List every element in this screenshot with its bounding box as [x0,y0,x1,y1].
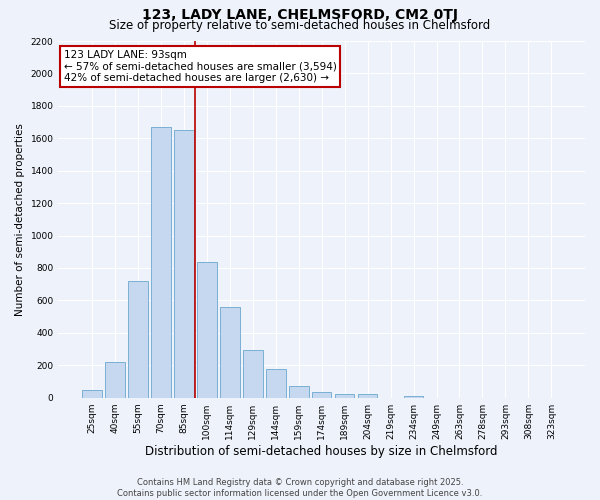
Bar [151,127,171,398]
Bar [220,307,239,398]
Bar [197,262,217,398]
Y-axis label: Number of semi-detached properties: Number of semi-detached properties [15,123,25,316]
Bar [82,390,102,398]
Bar [335,394,355,398]
Bar [243,350,263,398]
Bar [174,130,194,398]
Bar [128,281,148,398]
Bar [404,396,424,398]
Bar [312,392,331,398]
Bar [358,394,377,398]
Text: Contains HM Land Registry data © Crown copyright and database right 2025.
Contai: Contains HM Land Registry data © Crown c… [118,478,482,498]
Text: 123, LADY LANE, CHELMSFORD, CM2 0TJ: 123, LADY LANE, CHELMSFORD, CM2 0TJ [142,8,458,22]
Bar [266,368,286,398]
X-axis label: Distribution of semi-detached houses by size in Chelmsford: Distribution of semi-detached houses by … [145,444,498,458]
Text: Size of property relative to semi-detached houses in Chelmsford: Size of property relative to semi-detach… [109,19,491,32]
Bar [106,362,125,398]
Bar [289,386,308,398]
Text: 123 LADY LANE: 93sqm
← 57% of semi-detached houses are smaller (3,594)
42% of se: 123 LADY LANE: 93sqm ← 57% of semi-detac… [64,50,337,83]
